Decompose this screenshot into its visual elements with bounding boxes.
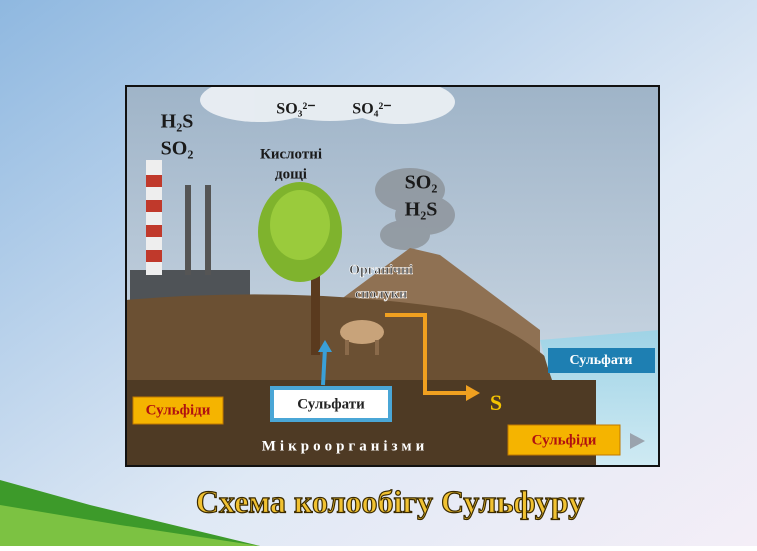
pipe <box>185 185 191 275</box>
arrow <box>323 348 325 385</box>
acid-rain: дощі <box>275 166 307 182</box>
gas: SO₂ <box>405 172 438 194</box>
page: H₂S SO₂ SO₃²⁻ SO₄²⁻ Кислотні дощі SO₂ H₂… <box>0 0 757 546</box>
crown <box>270 190 330 260</box>
microorganisms: Мікроорганізми <box>262 438 428 454</box>
box-label: Сульфіди <box>146 402 211 418</box>
ion: SO₃²⁻ <box>276 101 315 118</box>
box-label: Сульфати <box>570 353 633 368</box>
sulfur: S <box>490 390 502 415</box>
gas: SO₂ <box>161 138 194 160</box>
box-label: Сульфіди <box>532 432 597 448</box>
organic: Органічні <box>349 263 413 278</box>
ion: SO₄²⁻ <box>352 101 391 118</box>
pipe <box>205 185 211 275</box>
acid-rain: Кислотні <box>260 146 322 162</box>
gas: H₂S <box>161 111 194 133</box>
box-label: Сульфати <box>297 396 365 412</box>
slide: H₂S SO₂ SO₃²⁻ SO₄²⁻ Кислотні дощі SO₂ H₂… <box>0 0 757 546</box>
organic: сполуки <box>355 287 407 302</box>
slide-title: Схема колообігу Сульфуру <box>196 483 584 519</box>
gas: H₂S <box>405 199 438 221</box>
